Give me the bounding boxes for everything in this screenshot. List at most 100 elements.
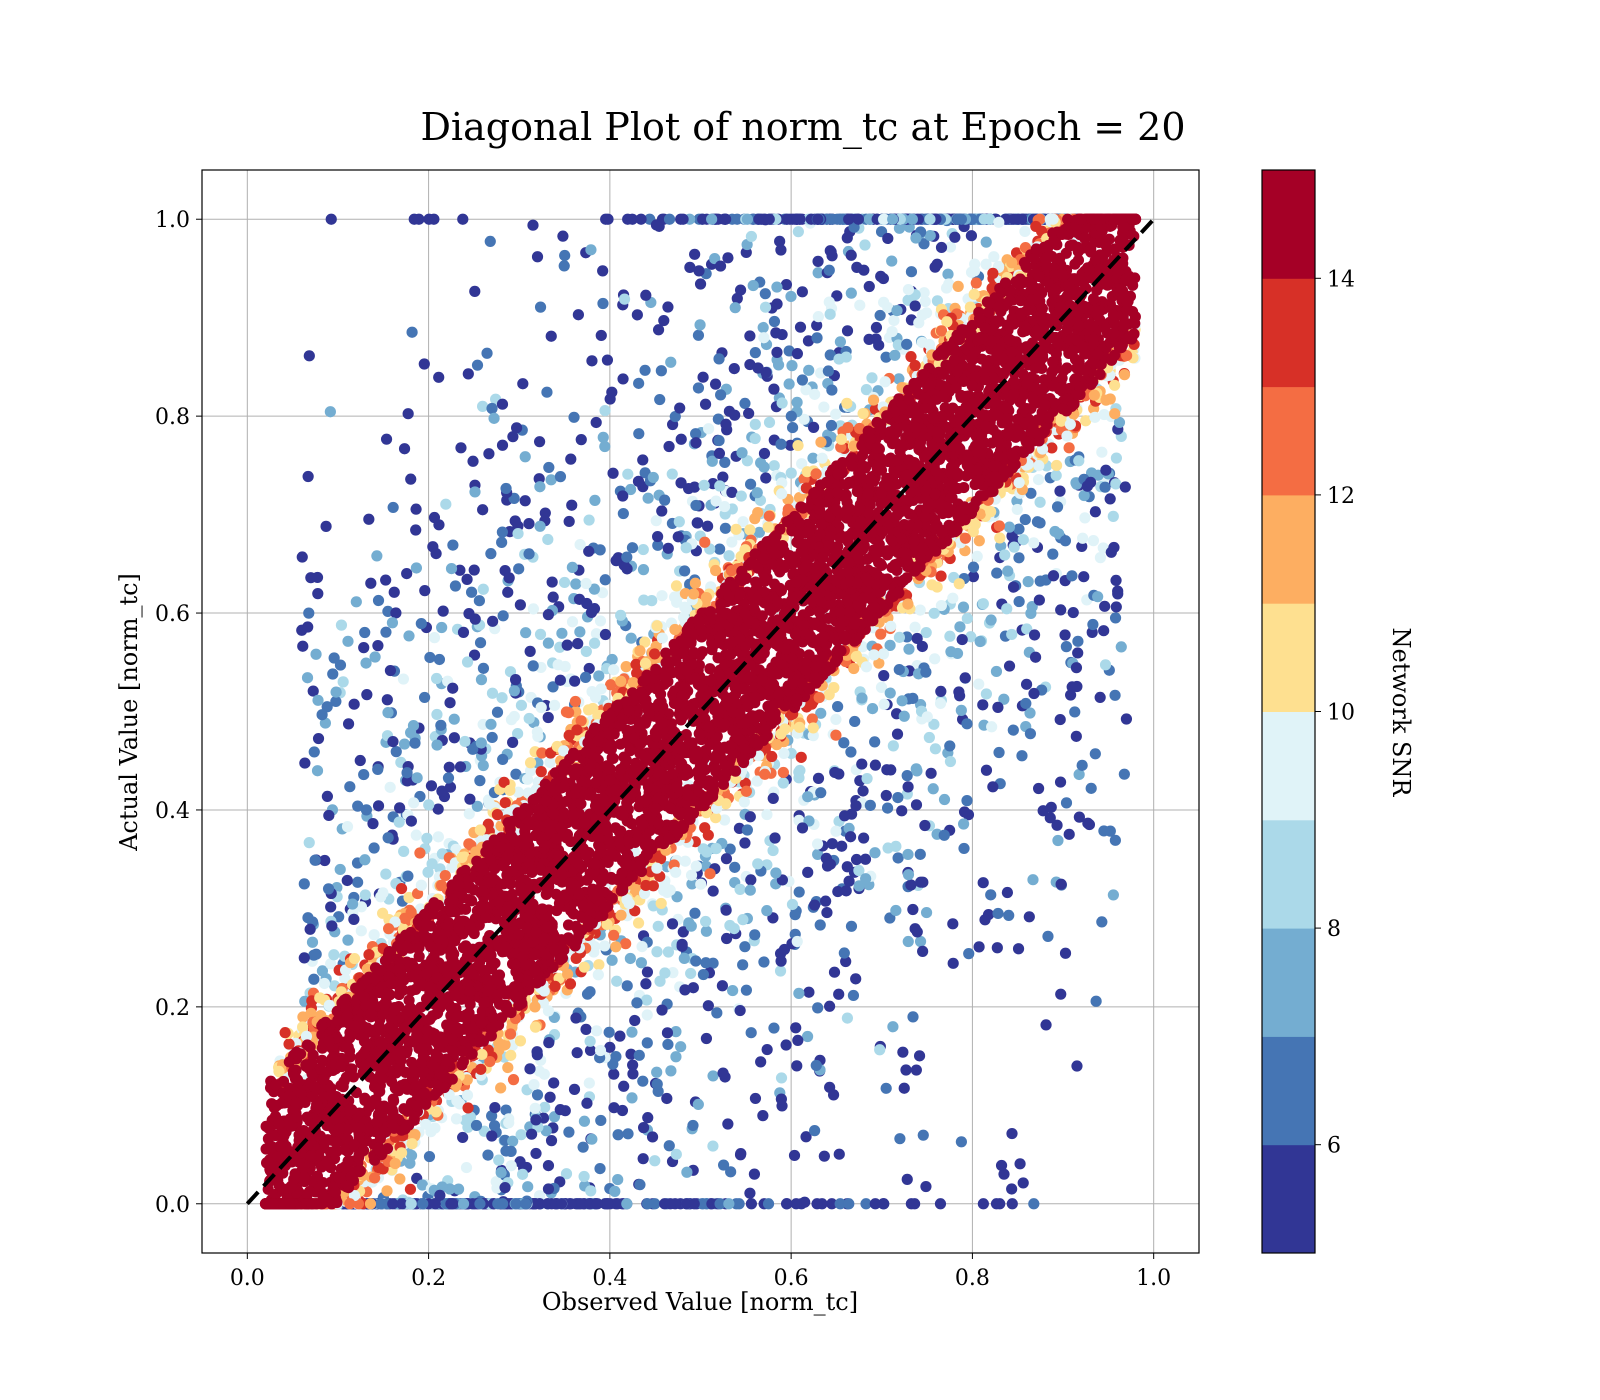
scatter-point-low-snr — [555, 1198, 568, 1210]
scatter-point-low-snr — [890, 840, 902, 852]
scatter-point-low-snr — [778, 943, 791, 956]
scatter-point-low-snr — [661, 1027, 674, 1039]
scatter-point-low-snr — [580, 577, 592, 590]
scatter-point-low-snr — [786, 421, 799, 434]
scatter-point-low-snr — [358, 768, 370, 781]
scatter-point-mid-snr — [571, 724, 583, 736]
scatter-point-low-snr — [341, 821, 354, 833]
scatter-point-low-snr — [583, 1077, 595, 1089]
scatter-point-low-snr — [652, 530, 664, 543]
scatter-point-low-snr — [749, 432, 761, 445]
scatter-point-low-snr — [919, 295, 931, 308]
scatter-point-low-snr — [387, 501, 399, 514]
scatter-point-low-snr — [477, 583, 489, 595]
scatter-point-low-snr — [527, 603, 540, 615]
scatter-point-low-snr — [961, 795, 973, 807]
scatter-point-low-snr — [312, 588, 324, 600]
scatter-point-mid-snr — [816, 452, 828, 464]
scatter-point-low-snr — [1067, 606, 1079, 619]
scatter-point-mid-snr — [462, 1102, 474, 1114]
scatter-point-low-snr — [893, 631, 906, 643]
scatter-point-low-snr — [302, 912, 314, 924]
scatter-point-low-snr — [433, 371, 445, 383]
scatter-point-low-snr — [878, 698, 890, 710]
scatter-point-low-snr — [757, 321, 769, 334]
scatter-point-low-snr — [823, 264, 835, 276]
scatter-point-low-snr — [508, 685, 520, 697]
scatter-point-low-snr — [694, 278, 707, 290]
scatter-point-mid-snr — [363, 949, 375, 961]
scatter-point-low-snr — [896, 805, 908, 817]
scatter-point-low-snr — [843, 875, 855, 887]
scatter-point-low-snr — [461, 656, 474, 668]
scatter-point-mid-snr — [777, 766, 789, 779]
scatter-point-low-snr — [687, 982, 699, 994]
scatter-point-mid-snr — [381, 1185, 393, 1197]
scatter-point-low-snr — [566, 561, 578, 573]
scatter-point-low-snr — [944, 630, 956, 642]
scatter-point-low-snr — [509, 515, 521, 527]
scatter-point-mid-snr — [491, 809, 503, 821]
scatter-point-low-snr — [702, 520, 714, 532]
scatter-point-low-snr — [410, 562, 423, 574]
scatter-point-low-snr — [739, 941, 751, 953]
scatter-point-low-snr — [662, 542, 674, 554]
scatter-point-low-snr — [1099, 659, 1112, 671]
scatter-point-low-snr — [442, 772, 455, 784]
scatter-point-mid-snr — [700, 591, 713, 604]
scatter-point-low-snr — [919, 819, 931, 832]
scatter-point-low-snr — [324, 406, 336, 418]
scatter-point-low-snr — [659, 967, 671, 979]
scatter-point-low-snr — [977, 699, 989, 711]
scatter-point-low-snr — [563, 1126, 575, 1138]
scatter-point-low-snr — [884, 687, 896, 699]
scatter-point-low-snr — [723, 550, 735, 562]
scatter-point-mid-snr — [348, 952, 361, 965]
scatter-point-low-snr — [721, 932, 733, 945]
scatter-point-low-snr — [604, 1041, 616, 1053]
scatter-point-low-snr — [729, 302, 741, 314]
scatter-point-low-snr — [864, 799, 876, 811]
scatter-point-low-snr — [809, 1125, 821, 1137]
scatter-point-low-snr — [898, 710, 910, 722]
scatter-point-low-snr — [673, 516, 685, 528]
scatter-point-mid-snr — [524, 757, 537, 769]
scatter-point-low-snr — [601, 1198, 614, 1210]
scatter-point-mid-snr — [815, 436, 827, 448]
scatter-point-low-snr — [590, 1025, 603, 1037]
scatter-point-low-snr — [734, 284, 747, 296]
scatter-point-low-snr — [1109, 834, 1121, 846]
scatter-point-low-snr — [452, 1183, 465, 1195]
scatter-point-mid-snr — [935, 570, 947, 582]
scatter-point-low-snr — [845, 920, 858, 932]
scatter-point-low-snr — [568, 1083, 581, 1095]
scatter-point-low-snr — [1033, 594, 1045, 606]
scatter-point-low-snr — [858, 264, 870, 276]
scatter-point-low-snr — [1014, 1158, 1026, 1170]
scatter-point-low-snr — [947, 957, 959, 969]
scatter-point-low-snr — [1028, 1198, 1040, 1210]
scatter-point-low-snr — [1013, 523, 1025, 535]
scatter-point-low-snr — [992, 907, 1004, 920]
scatter-point-low-snr — [728, 362, 740, 375]
scatter-point-low-snr — [586, 1133, 598, 1145]
scatter-point-low-snr — [618, 1080, 630, 1092]
scatter-point-low-snr — [751, 487, 763, 499]
scatter-point-low-snr — [1107, 889, 1119, 901]
scatter-point-low-snr — [841, 325, 854, 337]
scatter-point-low-snr — [850, 973, 862, 985]
scatter-point-low-snr — [1020, 697, 1032, 710]
scatter-point-low-snr — [886, 255, 898, 267]
scatter-point-low-snr — [1055, 878, 1067, 890]
scatter-point-low-snr — [1092, 591, 1104, 603]
scatter-point-low-snr — [788, 1149, 801, 1162]
scatter-point-low-snr — [1034, 496, 1046, 508]
scatter-point-low-snr — [929, 653, 941, 665]
scatter-point-low-snr — [674, 402, 686, 414]
scatter-point-low-snr — [641, 966, 654, 978]
scatter-point-low-snr — [326, 920, 338, 932]
scatter-point-low-snr — [571, 1047, 583, 1059]
scatter-point-low-snr — [907, 1011, 919, 1023]
scatter-point-low-snr — [748, 1168, 761, 1180]
